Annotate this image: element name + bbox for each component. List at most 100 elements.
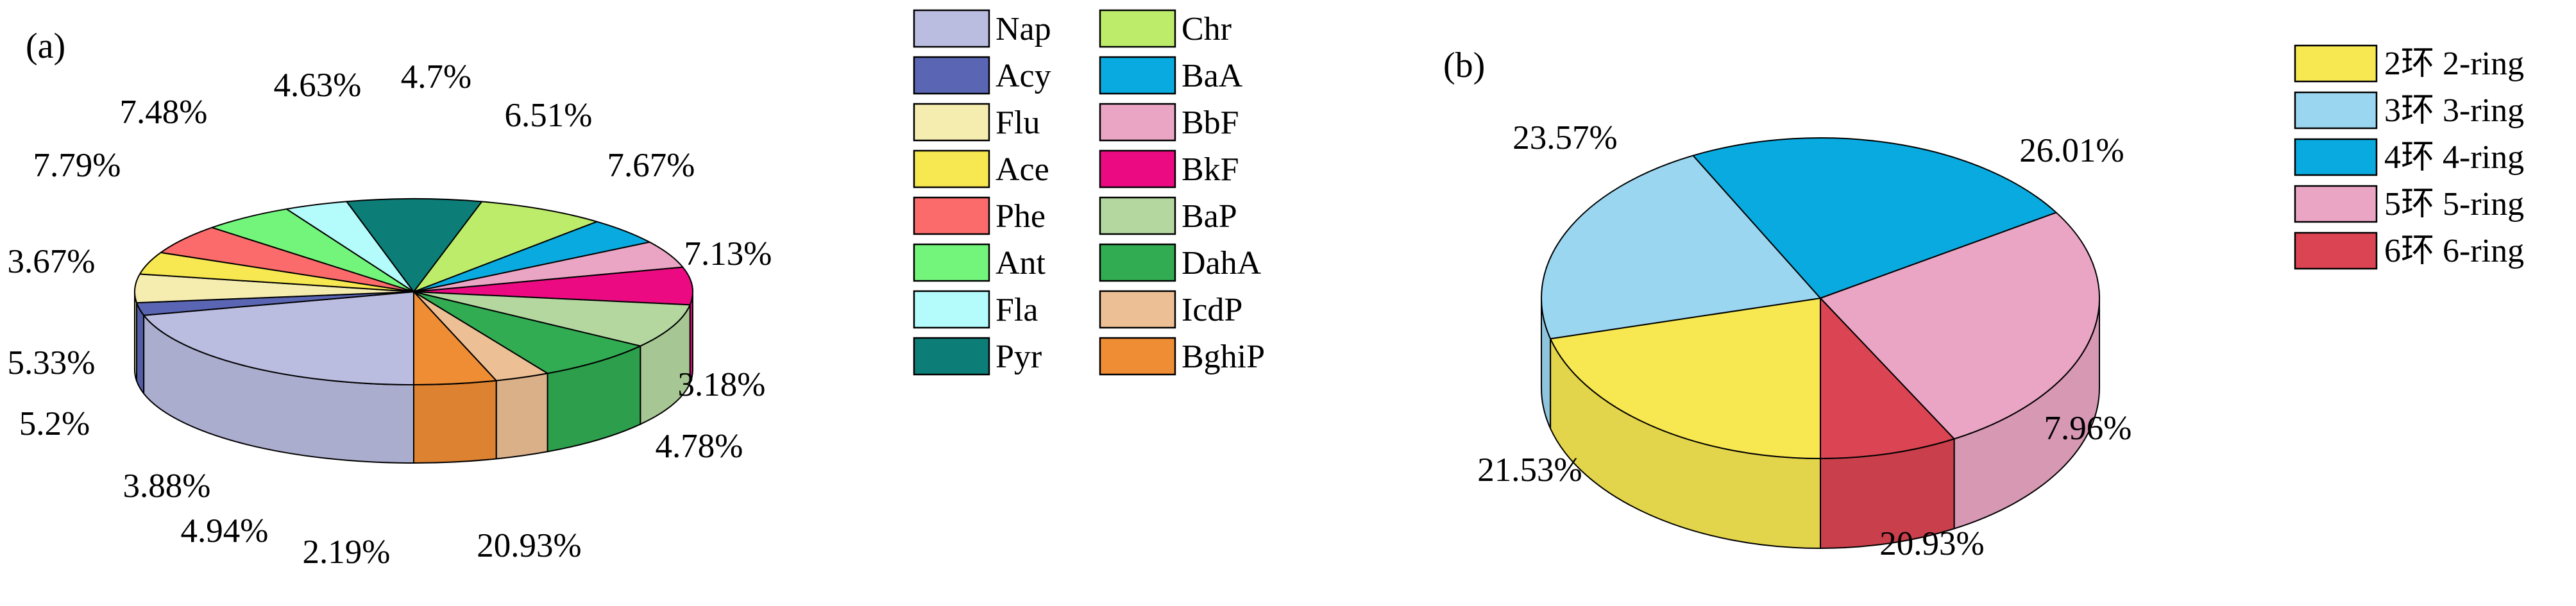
legend-label-nap: Nap — [996, 11, 1051, 47]
legend-item-acy: Acy — [913, 56, 1051, 95]
legend-label-acy: Acy — [996, 58, 1051, 94]
legend-swatch-nap — [913, 9, 990, 48]
legend-swatch-daha — [1099, 243, 1176, 282]
legend-item-ant: Ant — [913, 243, 1046, 282]
legend-item-4-4-ring: 4环 4-ring — [2294, 138, 2524, 176]
legend-swatch-bbf — [1099, 103, 1176, 142]
data-label-ace: 3.88% — [123, 467, 211, 505]
legend-label-pyr: Pyr — [996, 339, 1042, 375]
legend-label-bghip: BghiP — [1182, 339, 1265, 375]
pie-slice-bkf — [413, 266, 693, 306]
pie-slice-ant — [211, 208, 414, 292]
pie-slice-chr — [413, 201, 598, 292]
pie-slice-pyr — [346, 198, 483, 292]
legend-swatch-2-2-ring — [2294, 44, 2378, 83]
data-label-daha: 7.13% — [684, 235, 772, 273]
legend-swatch-bghip — [1099, 337, 1176, 376]
data-label-chr: 7.48% — [120, 94, 208, 131]
legend-item-3-3-ring: 3环 3-ring — [2294, 91, 2524, 130]
panel-label: (a) — [26, 26, 65, 66]
legend-item-pyr: Pyr — [913, 337, 1042, 376]
legend-label-baa: BaA — [1182, 58, 1243, 94]
legend-swatch-icdp — [1099, 290, 1176, 329]
pie-slice-6-6-ring — [1820, 298, 1955, 459]
pie-chart-a: 20.93% 2.19% 4.94% 3.88% 5.2% 5.33% 3.67% 7.79%… — [8, 26, 772, 571]
legend-label-6-6-ring: 6环 6-ring — [2384, 233, 2524, 269]
legend-item-bbf: BbF — [1099, 103, 1239, 142]
pie-side-icdp — [495, 373, 548, 460]
panel-label: (b) — [1443, 46, 1485, 85]
legend-label-bbf: BbF — [1182, 105, 1239, 141]
data-label-flu: 4.94% — [181, 512, 269, 550]
legend-item-nap: Nap — [913, 9, 1051, 48]
data-label-fla: 3.67% — [8, 243, 96, 280]
data-label-pyr: 7.79% — [33, 147, 121, 184]
legend-swatch-ace — [913, 149, 990, 189]
legend-item-6-6-ring: 6环 6-ring — [2294, 231, 2524, 270]
data-label-bghip: 4.78% — [656, 428, 743, 465]
legend-item-bkf: BkF — [1099, 149, 1239, 189]
pie-slice-2-2-ring — [1550, 298, 1821, 459]
pie-slice-bghip — [413, 291, 497, 385]
legend-label-4-4-ring: 4环 4-ring — [2384, 139, 2524, 176]
legend-swatch-flu — [913, 103, 990, 142]
data-label-3-3-ring: 21.53% — [1477, 451, 1582, 489]
legend-swatch-fla — [913, 290, 990, 329]
legend-label-ant: Ant — [996, 245, 1046, 282]
legend-label-icdp: IcdP — [1182, 292, 1242, 328]
legend-item-bap: BaP — [1099, 196, 1237, 235]
legend-item-2-2-ring: 2环 2-ring — [2294, 44, 2524, 83]
data-label-phe: 5.2% — [19, 405, 90, 442]
legend-item-chr: Chr — [1099, 9, 1232, 48]
legend-swatch-chr — [1099, 9, 1176, 48]
data-label-bap: 7.67% — [607, 147, 695, 184]
legend-swatch-bap — [1099, 196, 1176, 235]
data-label-2-2-ring: 20.93% — [1879, 525, 1984, 562]
pie-slice-bap — [413, 291, 691, 347]
pie-slice-nap — [143, 291, 414, 385]
legend-item-flu: Flu — [913, 103, 1040, 142]
pie-side-bghip — [413, 380, 497, 464]
legend-item-daha: DahA — [1099, 243, 1262, 282]
legend-label-2-2-ring: 2环 2-ring — [2384, 46, 2524, 82]
data-label-6-6-ring: 7.96% — [2044, 410, 2132, 447]
legend-label-ace: Ace — [996, 151, 1049, 188]
legend-item-5-5-ring: 5环 5-ring — [2294, 185, 2524, 223]
data-label-bbf: 4.7% — [401, 58, 471, 96]
data-label-4-4-ring: 23.57% — [1513, 119, 1617, 156]
legend-swatch-ant — [913, 243, 990, 282]
pie-slice-3-3-ring — [1541, 155, 1821, 340]
legend-swatch-4-4-ring — [2294, 138, 2378, 176]
legend-item-bghip: BghiP — [1099, 337, 1265, 376]
data-label-ant: 5.33% — [8, 344, 96, 382]
pie-slice-5-5-ring — [1820, 212, 2100, 440]
legend-item-phe: Phe — [913, 196, 1046, 235]
legend-swatch-3-3-ring — [2294, 91, 2378, 130]
legend-label-3-3-ring: 3环 3-ring — [2384, 92, 2524, 129]
legend-swatch-phe — [913, 196, 990, 235]
legend-label-chr: Chr — [1182, 11, 1232, 47]
legend-swatch-5-5-ring — [2294, 185, 2378, 223]
pie-side-acy — [136, 302, 145, 394]
legend-label-bkf: BkF — [1182, 151, 1239, 188]
data-label-bkf: 6.51% — [505, 97, 593, 134]
data-label-icdp: 3.18% — [678, 366, 766, 403]
legend-b: 2环 2-ring 3环 3-ring 4环 4-ring 5环 5-ring 6环 6… — [2294, 44, 2524, 270]
data-label-acy: 2.19% — [303, 534, 391, 571]
legend-swatch-baa — [1099, 56, 1176, 95]
pie-slice-4-4-ring — [1692, 137, 2057, 299]
legend-item-ace: Ace — [913, 149, 1049, 189]
legend-item-icdp: IcdP — [1099, 290, 1242, 329]
legend-swatch-acy — [913, 56, 990, 95]
legend-label-phe: Phe — [996, 198, 1046, 235]
legend-a: Nap Acy Flu Ace Phe Ant Fla Pyr Chr BaA BbF BkF BaP D… — [913, 9, 1265, 376]
legend-label-daha: DahA — [1182, 245, 1262, 282]
legend-label-fla: Fla — [996, 292, 1038, 328]
legend-swatch-pyr — [913, 337, 990, 376]
data-label-baa: 4.63% — [274, 67, 362, 104]
pie-slice-phe — [160, 226, 414, 292]
legend-label-bap: BaP — [1182, 198, 1237, 235]
data-label-5-5-ring: 26.01% — [2019, 132, 2124, 169]
legend-item-baa: BaA — [1099, 56, 1243, 95]
